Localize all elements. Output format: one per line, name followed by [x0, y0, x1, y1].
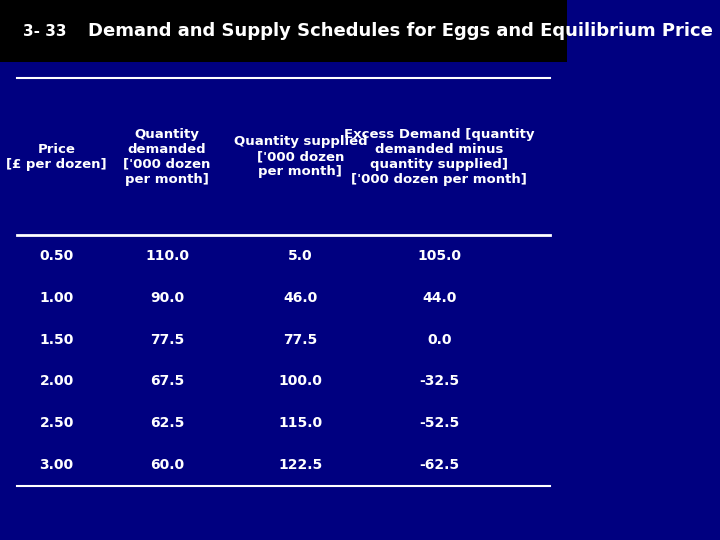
Text: Quantity supplied
['000 dozen
per month]: Quantity supplied ['000 dozen per month]: [233, 135, 367, 178]
Text: 77.5: 77.5: [150, 333, 184, 347]
Text: 3.00: 3.00: [40, 458, 73, 472]
Text: -52.5: -52.5: [419, 416, 459, 430]
Text: 105.0: 105.0: [417, 249, 461, 263]
Text: 2.50: 2.50: [40, 416, 74, 430]
Text: 115.0: 115.0: [278, 416, 323, 430]
Text: Demand and Supply Schedules for Eggs and Equilibrium Price: Demand and Supply Schedules for Eggs and…: [88, 22, 713, 40]
Text: 44.0: 44.0: [422, 291, 456, 305]
Text: 3- 33: 3- 33: [22, 24, 66, 38]
Text: 5.0: 5.0: [288, 249, 312, 263]
Text: -62.5: -62.5: [419, 458, 459, 472]
Text: 2.00: 2.00: [40, 374, 73, 388]
Text: 60.0: 60.0: [150, 458, 184, 472]
Text: 1.50: 1.50: [40, 333, 74, 347]
Text: -32.5: -32.5: [419, 374, 459, 388]
Text: 77.5: 77.5: [283, 333, 318, 347]
Text: 0.0: 0.0: [427, 333, 451, 347]
Text: 1.00: 1.00: [40, 291, 73, 305]
Text: 62.5: 62.5: [150, 416, 184, 430]
Text: Quantity
demanded
['000 dozen
per month]: Quantity demanded ['000 dozen per month]: [123, 127, 211, 186]
Text: 122.5: 122.5: [278, 458, 323, 472]
Text: 90.0: 90.0: [150, 291, 184, 305]
Text: 67.5: 67.5: [150, 374, 184, 388]
FancyBboxPatch shape: [0, 0, 567, 62]
Text: 110.0: 110.0: [145, 249, 189, 263]
Text: 0.50: 0.50: [40, 249, 73, 263]
Text: 46.0: 46.0: [283, 291, 318, 305]
Text: Price
[£ per dozen]: Price [£ per dozen]: [6, 143, 107, 171]
Text: 100.0: 100.0: [279, 374, 323, 388]
Text: Excess Demand [quantity
demanded minus
quantity supplied]
['000 dozen per month]: Excess Demand [quantity demanded minus q…: [344, 127, 534, 186]
